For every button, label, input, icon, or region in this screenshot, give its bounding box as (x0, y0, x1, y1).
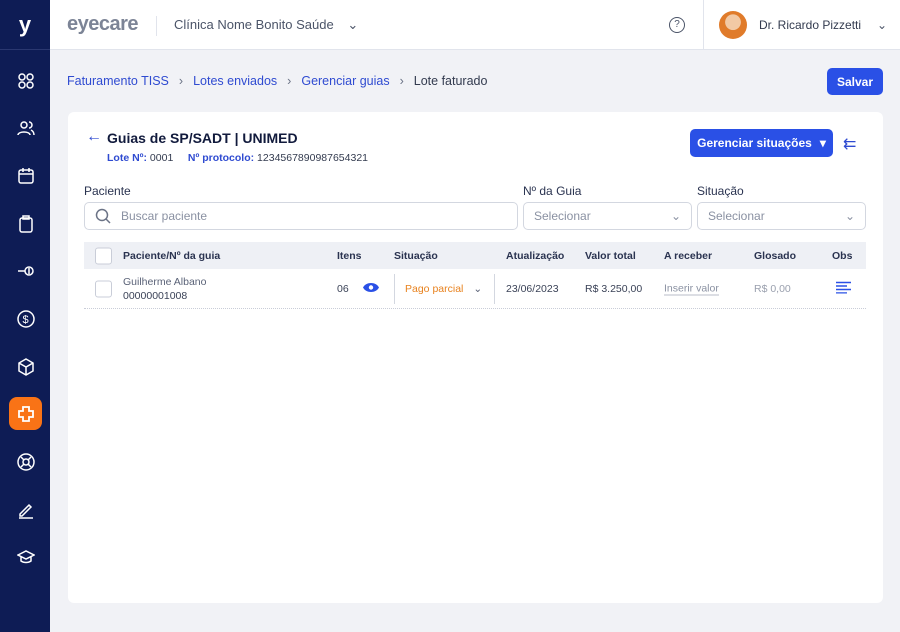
row-checkbox[interactable] (95, 280, 112, 297)
eye-icon[interactable] (363, 281, 379, 296)
patient-name: Guilherme Albano (123, 275, 207, 288)
chevron-down-icon: ⌄ (670, 209, 681, 223)
breadcrumb-lotes[interactable]: Lotes enviados (193, 74, 278, 88)
divider (703, 0, 704, 50)
paciente-label: Paciente (84, 184, 131, 198)
key-icon[interactable] (9, 254, 42, 287)
patients-icon[interactable] (9, 111, 42, 144)
help-icon[interactable]: ? (669, 17, 685, 33)
top-header: eyecare Clínica Nome Bonito Saúde ⌄ ? Dr… (50, 0, 900, 50)
finance-icon[interactable]: $ (9, 302, 42, 335)
lote-label: Lote Nº: (107, 152, 147, 164)
col-paciente: Paciente/Nº da guia (123, 249, 221, 262)
sidebar: y $ (0, 0, 50, 632)
col-situacao: Situação (394, 249, 438, 262)
chevron-right-icon: › (399, 74, 404, 88)
col-atualizacao: Atualização (506, 249, 565, 262)
col-itens: Itens (337, 249, 362, 262)
atualizacao-value: 23/06/2023 (506, 282, 559, 295)
search-placeholder: Buscar paciente (121, 209, 208, 223)
lote-meta: Lote Nº: 0001 Nº protocolo: 123456789098… (107, 152, 368, 164)
guia-number: 00000001008 (123, 289, 188, 302)
chevron-down-icon: ⌄ (347, 17, 359, 32)
user-menu[interactable]: Dr. Ricardo Pizzetti ⌄ (759, 18, 887, 32)
breadcrumb-faturamento[interactable]: Faturamento TISS (67, 74, 169, 88)
manage-status-label: Gerenciar situações (697, 136, 812, 150)
dashboard-icon[interactable] (9, 64, 42, 97)
user-name: Dr. Ricardo Pizzetti (759, 18, 862, 32)
avatar[interactable] (719, 11, 747, 39)
table-header: Paciente/Nº da guia Itens Situação Atual… (84, 242, 866, 269)
chevron-down-icon: ⌄ (844, 209, 855, 223)
lote-value: 0001 (149, 152, 174, 164)
chevron-right-icon: › (287, 74, 292, 88)
a-receber-input[interactable]: Inserir valor (664, 282, 719, 295)
select-all-checkbox[interactable] (95, 247, 112, 264)
valor-total-value: R$ 3.250,00 (585, 282, 643, 295)
clinic-name: Clínica Nome Bonito Saúde (174, 17, 334, 32)
situacao-label: Situação (697, 184, 744, 198)
chevron-right-icon: › (178, 74, 184, 88)
guia-label: Nº da Guia (523, 184, 582, 198)
situacao-value: Pago parcial (405, 282, 464, 295)
guias-card: ← Guias de SP/SADT | UNIMED Lote Nº: 000… (68, 112, 883, 603)
chevron-down-icon: ⌄ (877, 18, 888, 32)
protocolo-value: 1234567890987654321 (257, 152, 368, 164)
support-icon[interactable] (9, 445, 42, 478)
app-logo[interactable]: y (0, 0, 50, 50)
glosado-value: R$ 0,00 (754, 282, 791, 295)
breadcrumb: Faturamento TISS › Lotes enviados › Gerenc… (67, 74, 487, 88)
col-valor-total: Valor total (585, 249, 636, 262)
search-input[interactable]: Buscar paciente (84, 202, 518, 230)
situacao-select-value: Selecionar (708, 209, 765, 223)
breadcrumb-current: Lote faturado (413, 74, 488, 88)
clinic-selector[interactable]: Clínica Nome Bonito Saúde ⌄ (174, 17, 358, 33)
divider (494, 274, 495, 304)
calendar-icon[interactable] (9, 159, 42, 192)
situacao-dropdown[interactable]: Pago parcial ⌄ (405, 283, 482, 295)
chevron-down-icon: ⌄ (473, 282, 483, 295)
clipboard-icon[interactable] (9, 207, 42, 240)
guia-select-value: Selecionar (534, 209, 591, 223)
divider (394, 274, 395, 304)
svg-text:$: $ (22, 314, 28, 326)
situacao-select[interactable]: Selecionar ⌄ (697, 202, 866, 230)
col-a-receber: A receber (664, 249, 713, 262)
search-icon (95, 208, 111, 224)
protocolo-label: Nº protocolo: (187, 152, 255, 164)
table-row: Guilherme Albano 00000001008 06 Pago parc… (84, 269, 866, 309)
divider (156, 16, 157, 36)
chevron-down-icon: ▾ (819, 136, 826, 150)
itens-count: 06 (337, 282, 349, 295)
obs-icon[interactable] (836, 281, 851, 296)
breadcrumb-gerenciar[interactable]: Gerenciar guias (301, 74, 390, 88)
back-arrow-icon[interactable]: ← (86, 128, 102, 145)
inventory-icon[interactable] (9, 350, 42, 383)
collapse-menu-icon[interactable]: ⇇ (843, 136, 857, 153)
guia-select[interactable]: Selecionar ⌄ (523, 202, 692, 230)
tiss-icon[interactable] (9, 397, 42, 430)
manage-status-button[interactable]: Gerenciar situações ▾ (690, 129, 833, 157)
save-button[interactable]: Salvar (827, 68, 883, 95)
page-title: Guias de SP/SADT | UNIMED (107, 130, 298, 146)
education-icon[interactable] (9, 540, 42, 573)
brand-logo: eyecare (67, 13, 139, 35)
edit-icon[interactable] (9, 493, 42, 526)
col-glosado: Glosado (754, 249, 797, 262)
col-obs: Obs (832, 249, 853, 262)
